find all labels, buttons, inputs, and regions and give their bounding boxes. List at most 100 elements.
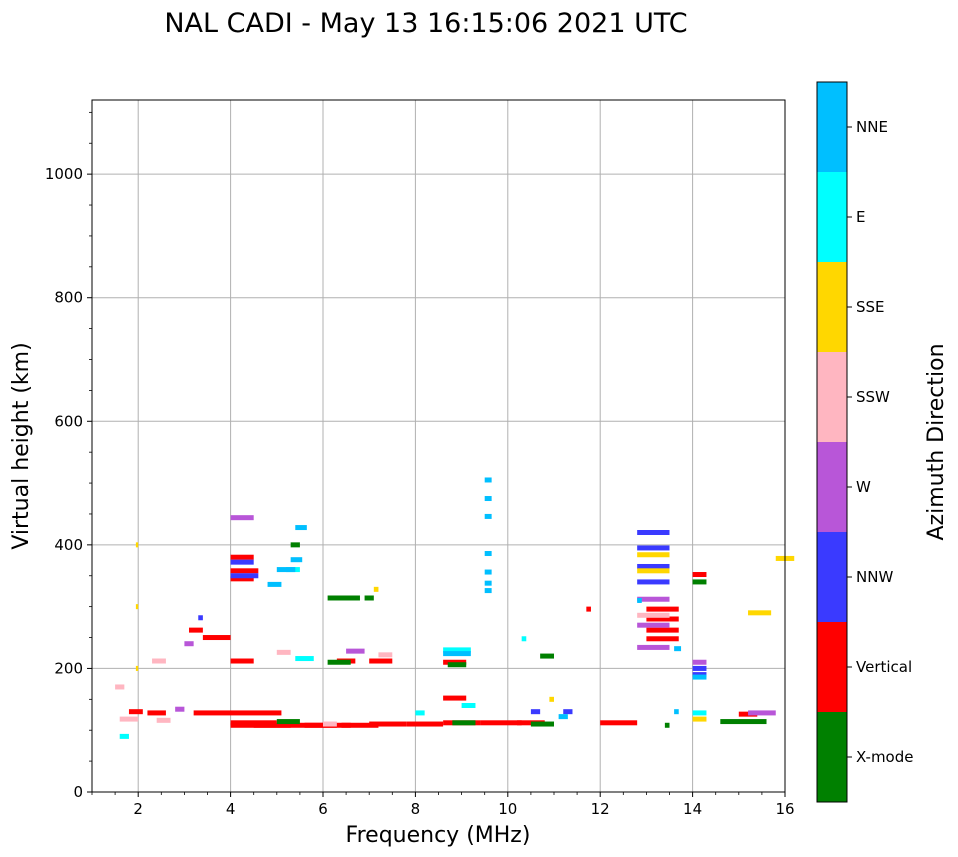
data-point-ssw — [119, 716, 139, 722]
colorbar-frame — [816, 81, 848, 803]
data-point-sse — [135, 542, 139, 548]
data-point-nne — [692, 674, 707, 680]
data-point-nnw — [530, 709, 541, 715]
colorbar-segment — [817, 262, 847, 352]
data-point-ssw — [637, 612, 670, 618]
data-point-e — [692, 710, 707, 716]
data-point-nne — [276, 567, 296, 573]
data-point-x-mode — [692, 579, 707, 585]
data-point-nnw — [637, 545, 670, 551]
y-tick-label: 0 — [73, 783, 83, 801]
data-point-w — [346, 648, 365, 654]
data-point-vertical — [230, 554, 254, 560]
data-point-sse — [135, 604, 139, 610]
grid — [92, 100, 786, 793]
data-point-nne — [558, 714, 568, 720]
data-point-ssw — [152, 658, 166, 664]
colorbar-tick-label: W — [856, 478, 871, 496]
colorbar-segment — [817, 442, 847, 532]
x-tick-label: 6 — [318, 800, 328, 818]
data-point-e — [295, 656, 314, 662]
data-point-nne — [484, 496, 492, 502]
data-point-sse — [373, 586, 379, 592]
data-point-vertical — [253, 722, 291, 728]
data-point-sse — [549, 696, 554, 702]
data-point-x-mode — [664, 722, 670, 728]
colorbar-tick-label: Vertical — [856, 658, 912, 676]
colorbar-label: Azimuth Direction — [924, 343, 949, 540]
colorbar-segment — [817, 172, 847, 262]
y-axis-label: Virtual height (km) — [9, 342, 34, 549]
data-point-nnw — [563, 709, 573, 715]
data-point-vertical — [189, 627, 203, 633]
data-point-vertical — [230, 568, 259, 574]
data-point-vertical — [406, 721, 444, 727]
data-point-x-mode — [327, 595, 360, 601]
chart-title: NAL CADI - May 13 16:15:06 2021 UTC — [164, 8, 687, 39]
data-point-sse — [637, 568, 670, 574]
data-point-nne — [484, 588, 492, 594]
data-point-w — [692, 659, 707, 665]
data-point-nnw — [637, 579, 670, 585]
data-point-nnw — [230, 573, 259, 579]
data-point-x-mode — [327, 659, 351, 665]
x-tick-label: 16 — [775, 800, 794, 818]
data-point-nnw — [692, 665, 707, 671]
data-point-w — [637, 622, 670, 628]
data-point-nne — [637, 597, 642, 603]
data-point-nne — [443, 651, 471, 657]
data-point-w — [175, 706, 185, 712]
data-point-e — [415, 710, 425, 716]
data-point-x-mode — [276, 719, 300, 725]
data-point-nne — [484, 580, 492, 586]
data-point-e — [521, 636, 527, 642]
data-point-vertical — [369, 721, 407, 727]
data-point-x-mode — [364, 595, 374, 601]
data-point-nne — [484, 513, 492, 519]
colorbar-segment — [817, 622, 847, 712]
data-point-vertical — [646, 627, 679, 633]
data-point-w — [184, 641, 194, 647]
y-tick-label: 600 — [54, 412, 83, 430]
x-tick-label: 4 — [226, 800, 236, 818]
data-marks — [115, 477, 795, 739]
data-point-sse — [637, 552, 670, 558]
data-point-w — [637, 644, 670, 650]
colorbar-segment — [817, 352, 847, 442]
data-point-nne — [267, 581, 282, 587]
data-point-vertical — [369, 658, 393, 664]
data-point-ssw — [156, 717, 171, 723]
data-point-vertical — [692, 572, 707, 578]
x-tick-label: 8 — [411, 800, 421, 818]
data-point-sse — [135, 665, 139, 671]
data-point-vertical — [646, 606, 679, 612]
data-point-vertical — [517, 720, 545, 726]
data-point-ssw — [115, 684, 125, 690]
colorbar-segment — [817, 712, 847, 802]
data-point-nne — [484, 569, 492, 575]
data-point-x-mode — [540, 653, 554, 659]
colorbar-segment — [817, 532, 847, 622]
x-tick-label: 2 — [133, 800, 143, 818]
colorbar-tick-label: X-mode — [856, 748, 913, 766]
data-point-vertical — [646, 636, 679, 642]
data-point-ssw — [378, 652, 393, 658]
plot-area — [92, 100, 785, 792]
data-point-vertical — [202, 635, 231, 641]
x-axis-label: Frequency (MHz) — [346, 823, 531, 848]
colorbar-tick-label: SSW — [856, 388, 890, 406]
data-point-nne — [484, 551, 492, 557]
data-point-sse — [748, 610, 772, 616]
colorbar: X-mode Vertical NNW W SSW SSE E NNE — [816, 81, 913, 803]
data-point-vertical — [646, 616, 679, 622]
data-point-e — [461, 703, 476, 708]
data-point-vertical — [230, 576, 254, 582]
data-point-nnw — [230, 559, 254, 565]
data-point-vertical — [600, 720, 638, 726]
x-tick-label: 12 — [591, 800, 610, 818]
colorbar-tick-label: NNE — [856, 118, 888, 136]
data-point-e — [443, 647, 471, 653]
data-point-vertical — [276, 722, 323, 728]
colorbar-tick-label: SSE — [856, 298, 885, 316]
y-tick-label: 200 — [54, 659, 83, 677]
